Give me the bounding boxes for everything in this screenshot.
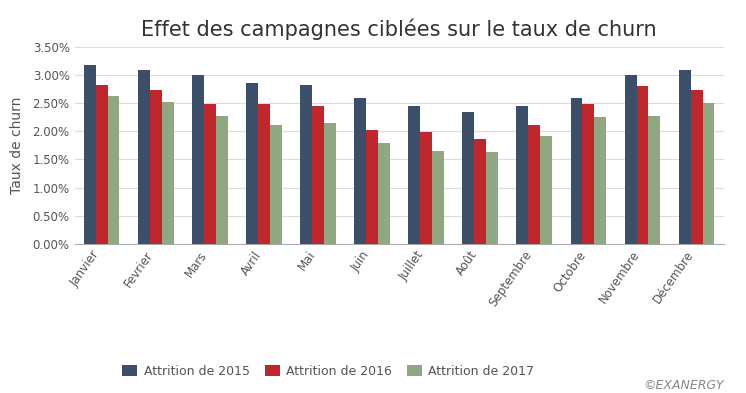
Bar [246,83,258,244]
Bar [408,106,420,244]
Bar [192,75,204,244]
Bar [703,103,715,244]
Bar [679,70,691,244]
Bar [432,151,444,244]
Bar [648,116,660,244]
Bar [420,132,432,244]
Bar [528,125,540,244]
Bar [378,143,390,244]
Bar [516,106,528,244]
Text: ©EXANERGY: ©EXANERGY [643,379,724,392]
Bar [84,65,95,244]
Bar [300,85,312,244]
Bar [691,90,703,244]
Title: Effet des campagnes ciblées sur le taux de churn: Effet des campagnes ciblées sur le taux … [141,18,657,40]
Bar [258,104,270,244]
Y-axis label: Taux de churn: Taux de churn [10,97,25,194]
Bar [204,104,216,244]
Bar [107,96,119,244]
Bar [624,75,636,244]
Bar [354,98,366,244]
Bar [636,86,648,244]
Bar [583,104,595,244]
Bar [312,106,324,244]
Bar [366,130,378,244]
Bar [486,152,498,244]
Bar [270,125,282,244]
Bar [162,102,174,244]
Legend: Attrition de 2015, Attrition de 2016, Attrition de 2017: Attrition de 2015, Attrition de 2016, At… [117,360,539,383]
Bar [324,123,336,244]
Bar [474,139,486,244]
Bar [595,118,606,244]
Bar [138,70,150,244]
Bar [540,136,552,244]
Bar [150,90,162,244]
Bar [216,116,228,244]
Bar [571,98,583,244]
Bar [95,85,107,244]
Bar [463,112,474,244]
